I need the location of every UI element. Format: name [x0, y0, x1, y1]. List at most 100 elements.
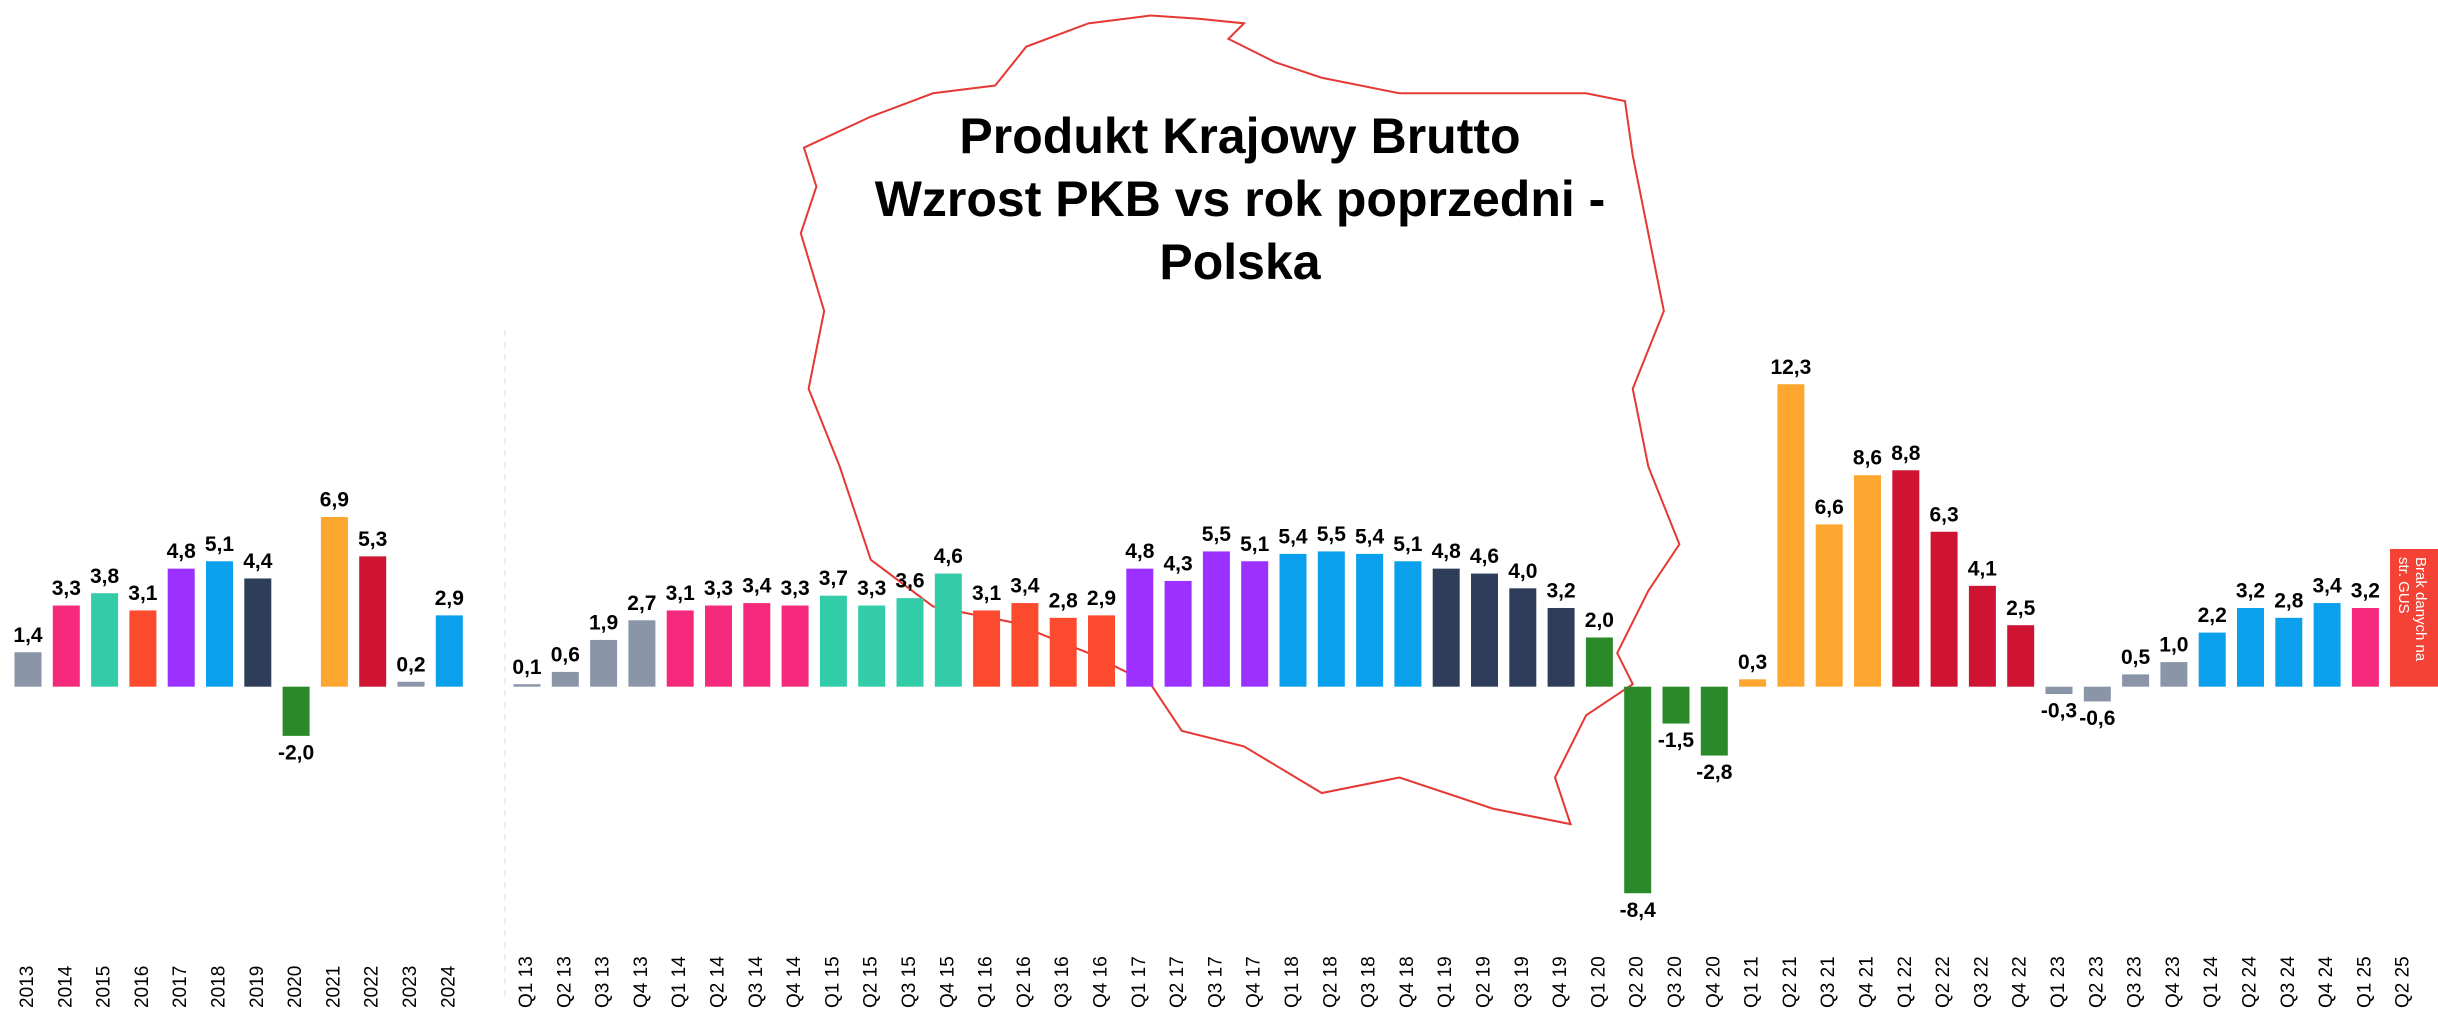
data-label: 5,5	[1317, 523, 1347, 546]
x-tick-label: Q4 16	[1091, 956, 1112, 1008]
x-tick-label: 2021	[323, 966, 344, 1008]
bar	[167, 568, 195, 687]
x-tick-label: 2022	[362, 966, 383, 1008]
x-tick-label: Q2 20	[1627, 956, 1648, 1008]
data-label: 5,5	[1202, 523, 1232, 546]
x-tick-label: Q1 21	[1742, 956, 1763, 1008]
data-label: 4,4	[243, 550, 273, 573]
x-tick-label: Q4 13	[631, 956, 652, 1008]
chart-title: Polska	[1159, 234, 1321, 290]
x-tick-label: Q4 19	[1550, 956, 1571, 1008]
bar	[1202, 551, 1230, 687]
bar	[743, 603, 771, 687]
x-tick-label: Q4 24	[2316, 956, 2337, 1008]
data-label: 6,6	[1815, 496, 1844, 519]
data-label: 0,6	[551, 643, 580, 666]
x-tick-label: Q1 17	[1129, 956, 1150, 1008]
bar	[1049, 617, 1077, 687]
bar	[1854, 475, 1881, 687]
x-tick-label: Q3 13	[593, 956, 614, 1008]
bar	[2007, 625, 2035, 687]
x-tick-label: Q3 16	[1052, 956, 1073, 1008]
x-tick-label: 2017	[170, 966, 191, 1008]
data-label: 12,3	[1770, 356, 1811, 379]
bar	[1432, 568, 1460, 687]
bar	[1930, 531, 1958, 687]
data-label: 3,1	[666, 582, 696, 605]
data-label: 3,3	[52, 577, 81, 600]
x-tick-label: Q2 22	[1933, 956, 1954, 1008]
data-label: 3,4	[2312, 575, 2342, 598]
x-tick-label: Q4 22	[2010, 956, 2031, 1008]
x-tick-label: Q2 17	[1167, 956, 1188, 1008]
data-label: 5,1	[205, 533, 235, 556]
x-tick-label: Q1 13	[516, 956, 537, 1008]
chart-title: Wzrost PKB vs rok poprzedni -	[875, 171, 1606, 227]
bar	[1968, 585, 1996, 687]
bar	[590, 639, 618, 687]
bar	[1700, 686, 1728, 756]
bar	[551, 671, 579, 687]
bar	[2351, 607, 2379, 687]
bar	[973, 610, 1001, 687]
data-label: 0,1	[512, 656, 542, 679]
bar	[1739, 679, 1767, 687]
bar	[896, 598, 924, 687]
x-tick-label: 2024	[438, 965, 459, 1008]
x-tick-label: Q1 19	[1435, 956, 1456, 1008]
data-label: 4,6	[934, 545, 963, 568]
data-label: 2,2	[2198, 604, 2227, 627]
bar	[1279, 553, 1307, 687]
bar	[397, 681, 425, 687]
x-tick-label: Q1 14	[669, 956, 690, 1008]
data-label: 1,9	[589, 612, 618, 635]
x-tick-label: Q2 13	[554, 956, 575, 1008]
bar	[206, 561, 233, 687]
bar	[91, 593, 119, 687]
bar	[52, 605, 80, 687]
bar	[1394, 561, 1422, 687]
data-label: 3,4	[1010, 575, 1040, 598]
data-label: 4,8	[1125, 540, 1155, 563]
chart-title: Produkt Krajowy Brutto	[959, 108, 1520, 164]
data-label: 3,8	[90, 565, 120, 588]
x-tick-label: Q3 14	[746, 956, 767, 1008]
x-tick-label: Q3 20	[1665, 956, 1686, 1008]
x-tick-label: Q3 15	[899, 956, 920, 1008]
x-tick-label: 2023	[400, 966, 421, 1008]
bar	[2122, 674, 2150, 687]
data-label: 2,7	[627, 592, 656, 615]
x-tick-label: Q1 24	[2201, 956, 2222, 1008]
data-label: 4,1	[1968, 557, 1998, 580]
x-tick-label: Q2 15	[861, 956, 882, 1008]
bar	[320, 517, 348, 687]
bar	[781, 605, 809, 687]
bar	[14, 652, 42, 687]
bar	[2313, 603, 2341, 687]
data-label: -2,8	[1696, 761, 1733, 784]
x-tick-label: 2013	[17, 966, 38, 1008]
bar	[1164, 580, 1192, 687]
data-label: 3,3	[704, 577, 733, 600]
annotation-box	[2390, 549, 2438, 687]
x-tick-label: 2016	[132, 966, 153, 1008]
data-label: 5,3	[358, 528, 387, 551]
x-tick-label: Q2 14	[708, 956, 729, 1008]
bar	[435, 615, 463, 687]
data-label: 3,2	[2236, 580, 2265, 603]
bar	[1011, 603, 1039, 687]
bar	[2083, 686, 2111, 702]
bar	[244, 578, 272, 687]
data-label: 2,5	[2006, 597, 2036, 620]
data-label: 0,3	[1738, 651, 1767, 674]
x-tick-label: Q1 20	[1588, 956, 1609, 1008]
data-label: 4,8	[167, 540, 197, 563]
x-tick-label: 2015	[94, 966, 115, 1008]
x-tick-label: 2019	[247, 966, 268, 1008]
data-label: 3,1	[128, 582, 158, 605]
x-tick-label: Q4 18	[1397, 956, 1418, 1008]
x-tick-label: Q2 23	[2086, 956, 2107, 1008]
bar	[1777, 384, 1805, 687]
